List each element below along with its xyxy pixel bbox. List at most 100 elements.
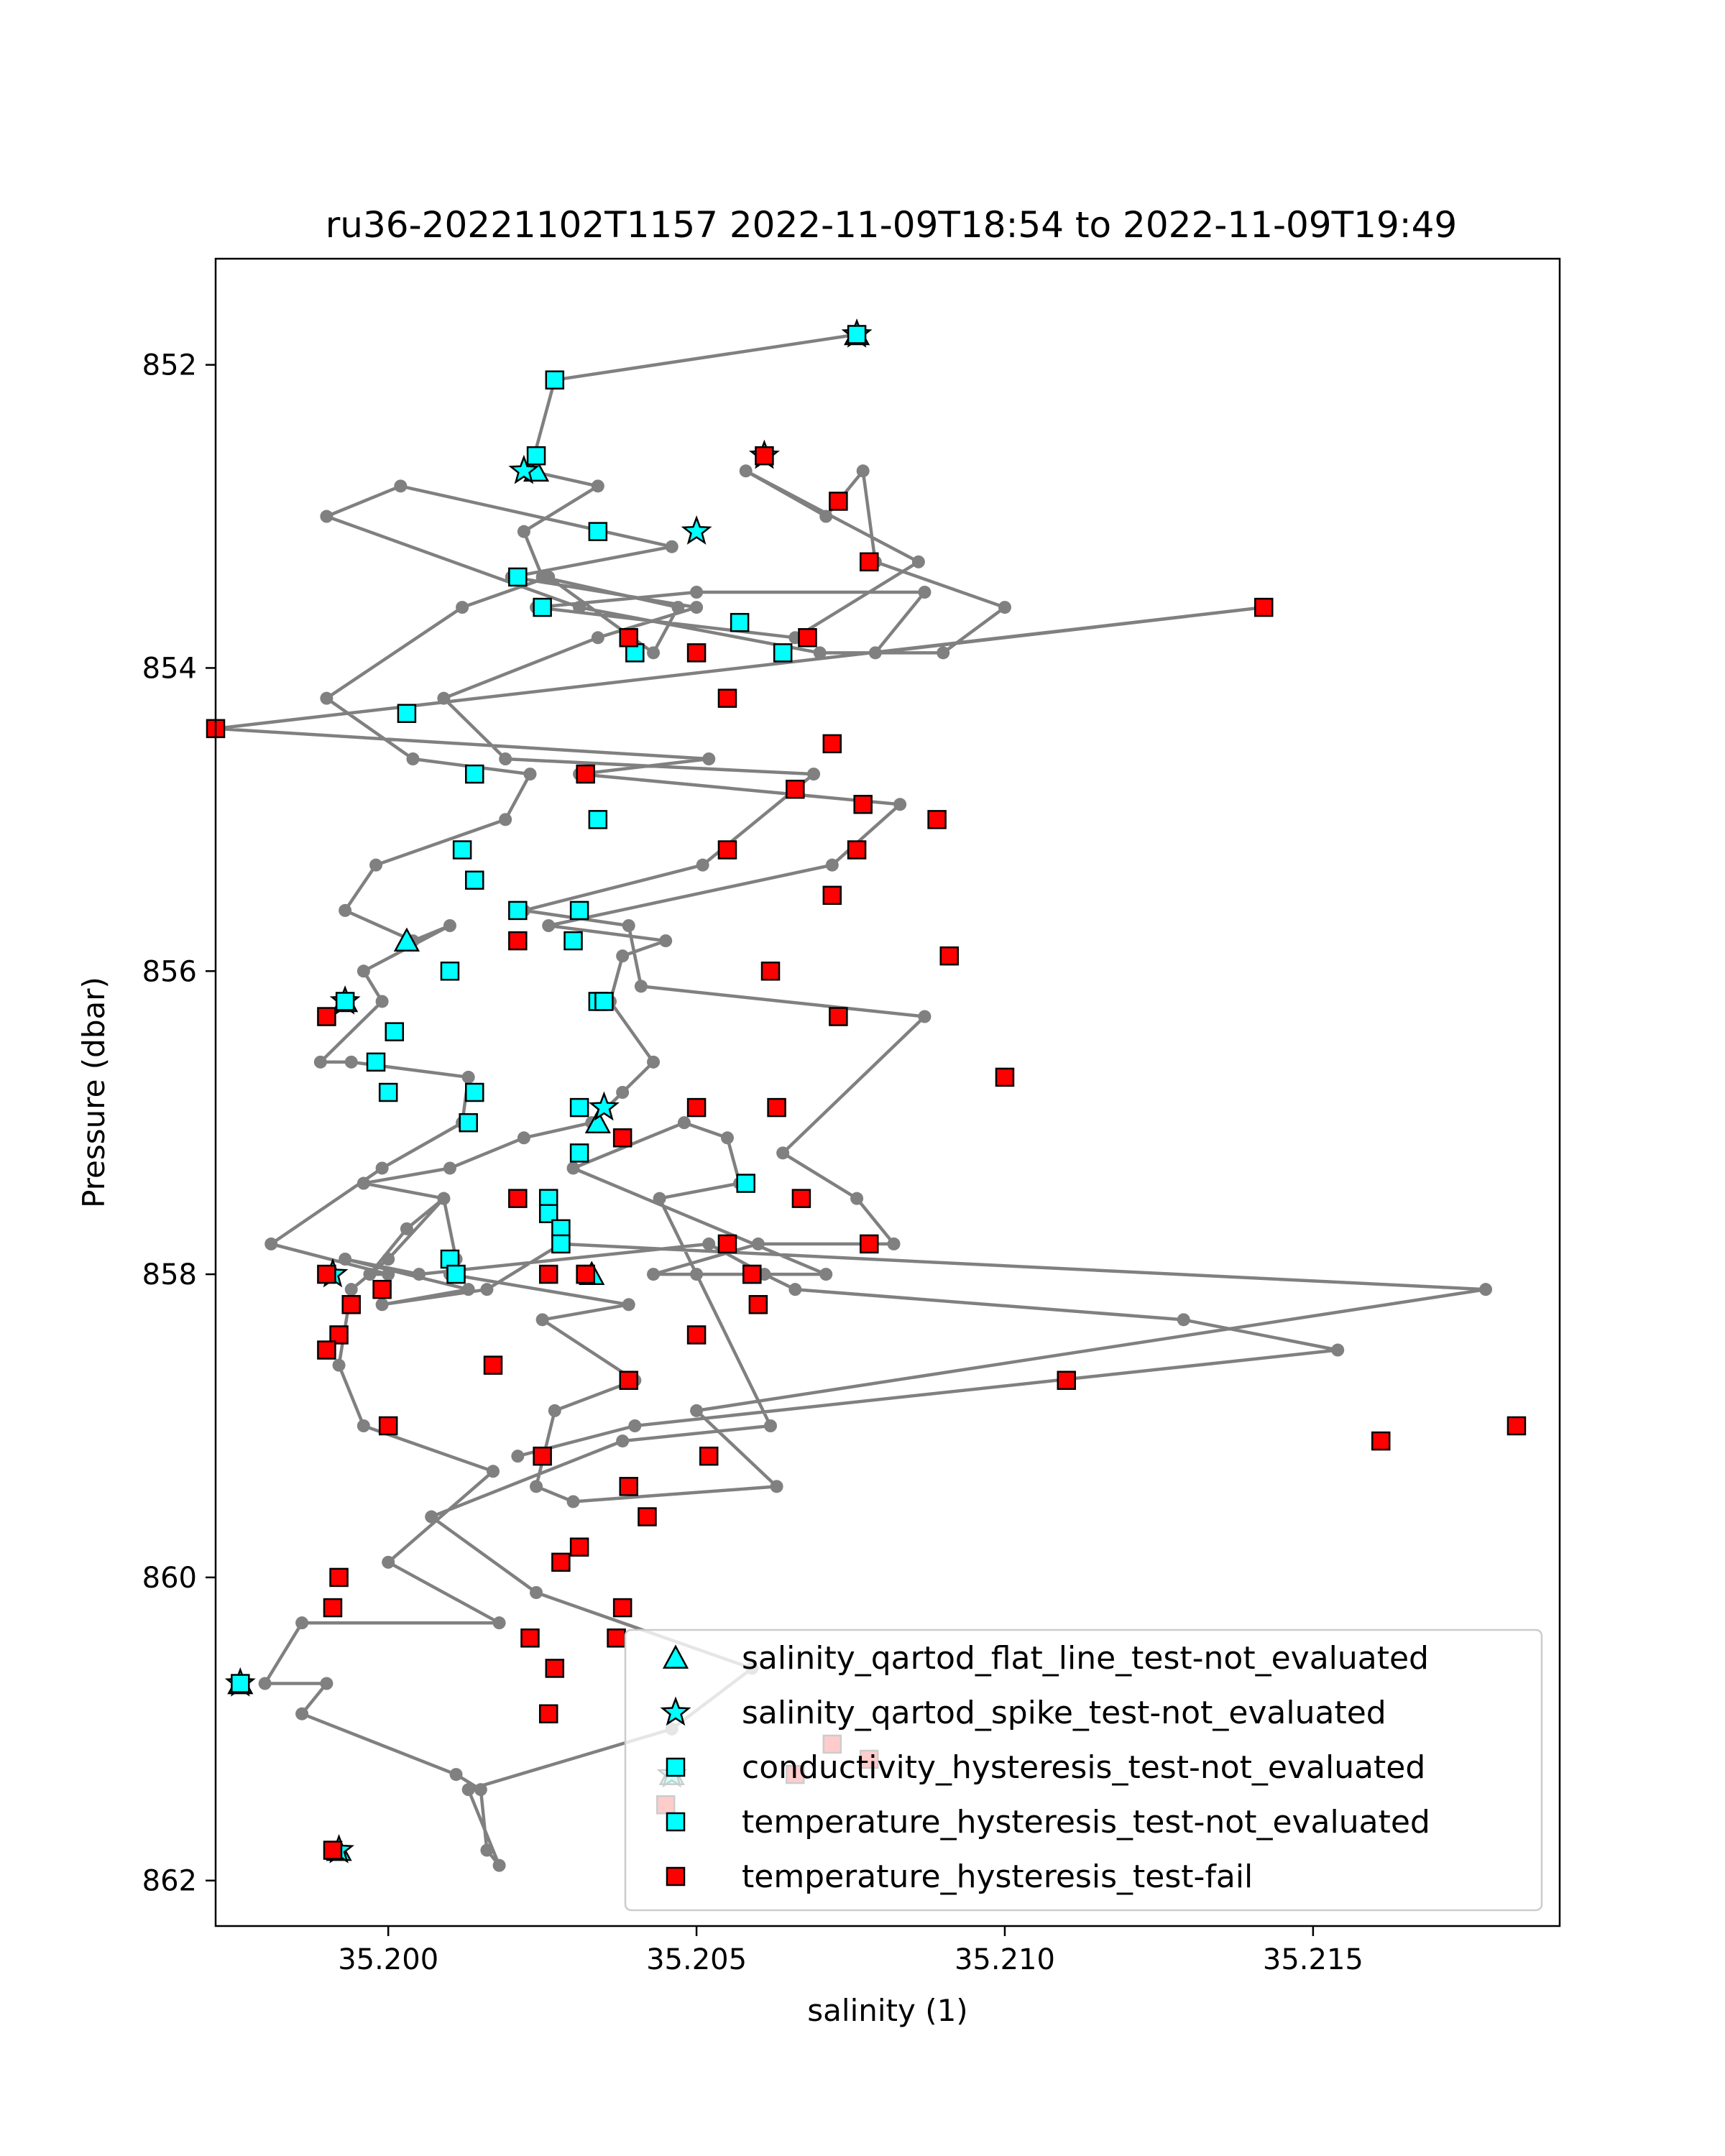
profile-point <box>320 691 334 705</box>
temperature-hysteresis-fail-marker <box>995 1067 1015 1087</box>
conductivity-hysteresis-marker <box>452 840 472 860</box>
conductivity-hysteresis-marker <box>594 992 614 1011</box>
series-3 <box>366 370 793 1284</box>
x-tick-label: 35.210 <box>954 1943 1055 1976</box>
conductivity-hysteresis-marker <box>736 1174 755 1193</box>
profile-point <box>622 1298 635 1312</box>
conductivity-hysteresis-marker <box>588 810 608 829</box>
profile-point <box>295 1707 309 1720</box>
profile-point <box>375 1298 389 1312</box>
y-tick-label: 860 <box>142 1562 197 1595</box>
profile-point <box>480 1843 494 1857</box>
profile-point <box>591 479 604 493</box>
temperature-hysteresis-fail-marker <box>717 688 737 708</box>
conductivity-hysteresis-marker <box>446 1264 466 1284</box>
conductivity-hysteresis-marker <box>366 1052 386 1072</box>
legend-marker <box>666 1757 686 1777</box>
conductivity-hysteresis-marker <box>465 1082 484 1102</box>
profile-point <box>320 510 334 523</box>
profile-point <box>437 1192 451 1205</box>
temperature-hysteresis-fail-marker <box>533 1446 552 1466</box>
temperature-hysteresis-fail-marker <box>822 885 842 906</box>
temperature-hysteresis-marker <box>335 992 355 1011</box>
profile-point <box>850 1192 864 1205</box>
profile-point <box>813 646 827 660</box>
series-4 <box>231 325 867 1693</box>
profile-point <box>751 1237 765 1250</box>
conductivity-hysteresis-marker <box>551 1234 571 1254</box>
profile-point <box>739 464 753 478</box>
profile-point <box>856 464 870 478</box>
temperature-hysteresis-fail-marker <box>686 643 707 663</box>
temperature-hysteresis-fail-marker <box>791 1189 811 1208</box>
temperature-hysteresis-fail-marker <box>847 840 867 860</box>
profile-point <box>770 1480 783 1493</box>
temperature-hysteresis-fail-marker <box>829 492 848 511</box>
profile-point <box>702 752 716 765</box>
profile-point <box>382 1253 395 1266</box>
profile-point <box>819 510 833 523</box>
conductivity-hysteresis-marker <box>385 1022 405 1041</box>
profile-point <box>413 1268 426 1281</box>
profile-point <box>671 601 685 614</box>
temperature-hysteresis-fail-marker <box>742 1264 762 1284</box>
profile-point <box>344 1283 358 1296</box>
y-tick-label: 854 <box>142 652 197 685</box>
temperature-hysteresis-fail-marker <box>860 552 879 572</box>
y-tick-label: 856 <box>142 955 197 988</box>
temperature-hysteresis-fail-marker <box>612 1598 632 1618</box>
temperature-hysteresis-fail-marker <box>538 1264 558 1284</box>
conductivity-hysteresis-marker <box>378 1082 398 1102</box>
legend-marker <box>666 1866 686 1886</box>
legend-entry-label: temperature_hysteresis_test-fail <box>742 1858 1253 1895</box>
legend-marker <box>662 1644 689 1669</box>
temperature-hysteresis-fail-marker <box>538 1704 558 1723</box>
conductivity-hysteresis-marker <box>397 704 417 723</box>
legend-box <box>624 1628 1543 1912</box>
profile-point <box>1479 1283 1493 1296</box>
profile-point <box>720 1131 734 1145</box>
profile-point <box>690 586 704 599</box>
profile-point <box>937 646 950 660</box>
profile-point <box>1331 1343 1345 1357</box>
profile-point <box>406 752 420 765</box>
profile-point <box>313 1055 327 1069</box>
temperature-hysteresis-fail-marker <box>1057 1370 1077 1390</box>
temperature-hysteresis-fail-marker <box>686 1325 707 1345</box>
temperature-hysteresis-fail-marker <box>323 1841 343 1860</box>
profile-point <box>443 1161 456 1175</box>
profile-point <box>449 1768 463 1782</box>
temperature-hysteresis-fail-marker <box>717 1234 737 1254</box>
profile-point <box>535 1313 549 1327</box>
profile-point <box>511 1450 525 1463</box>
profile-point <box>400 1222 413 1235</box>
profile-point <box>530 1586 543 1599</box>
temperature-hysteresis-fail-marker <box>686 1097 707 1118</box>
temperature-hysteresis-fail-marker <box>755 446 774 466</box>
profile-point <box>690 1268 704 1281</box>
profile-point <box>523 768 537 781</box>
profile-point <box>517 1131 530 1145</box>
temperature-hysteresis-fail-marker <box>612 1128 632 1148</box>
temperature-hysteresis-fail-marker <box>329 1567 349 1588</box>
conductivity-hysteresis-marker <box>569 900 589 921</box>
profile-point <box>356 964 370 978</box>
profile-point <box>887 1237 901 1250</box>
profile-point <box>548 1404 561 1417</box>
profile-point <box>461 1070 475 1084</box>
profile-point <box>382 1555 395 1569</box>
profile-point <box>677 1116 691 1130</box>
profile-point <box>696 858 709 872</box>
profile-point <box>356 1419 370 1432</box>
temperature-hysteresis-marker <box>847 325 867 344</box>
profile-point <box>653 1192 666 1205</box>
temperature-hysteresis-fail-marker <box>619 1370 638 1390</box>
profile-point <box>665 540 678 553</box>
temperature-hysteresis-fail-marker <box>619 628 638 648</box>
profile-point <box>628 1419 642 1432</box>
temperature-hysteresis-fail-marker <box>317 1264 336 1284</box>
profile-point <box>998 601 1011 614</box>
temperature-hysteresis-fail-marker <box>638 1507 657 1526</box>
temperature-hysteresis-fail-marker <box>619 1477 638 1496</box>
